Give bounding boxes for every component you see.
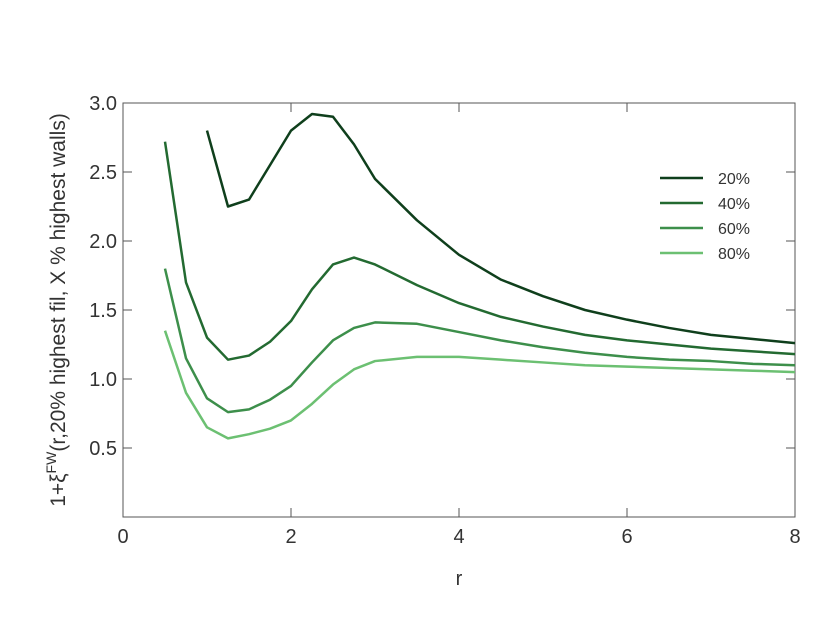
y-tick-label: 1.5 [89,300,117,322]
y-tick-label: 2.5 [89,162,117,184]
y-label-main: 1+ξ [47,473,70,506]
plot-frame [122,102,796,518]
legend-label: 80% [718,246,750,263]
legend-label: 60% [718,221,750,238]
series-line [163,268,795,414]
y-label-rest: (r,20% highest fil, X % highest walls) [47,113,70,451]
series-line [163,330,795,440]
x-tick-label: 0 [117,526,128,548]
y-tick-label: 0.5 [89,438,117,460]
x-tick-label: 4 [453,526,464,548]
legend-label: 20% [718,171,750,188]
legend-label: 40% [718,196,750,213]
y-tick-label: 3.0 [89,93,117,115]
x-tick-label: 2 [285,526,296,548]
series-line [163,141,795,361]
y-label-sup: FW [43,451,59,474]
y-tick-label: 2.0 [89,231,117,253]
plot-area [163,112,795,440]
x-tick-label: 6 [621,526,632,548]
y-tick-label: 1.0 [89,369,117,391]
x-axis-label: r [456,568,463,590]
x-tick-label: 8 [789,526,800,548]
y-axis-label: 1+ξFW(r,20% highest fil, X % highest wal… [43,113,70,507]
series-line [205,112,795,345]
